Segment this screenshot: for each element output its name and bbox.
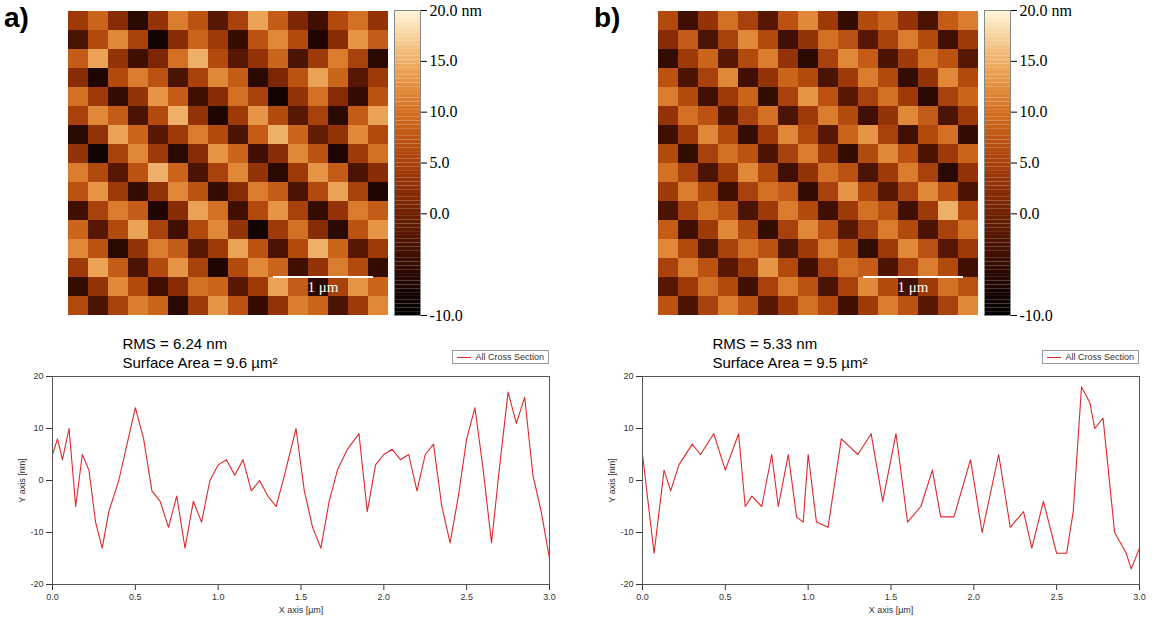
svg-text:0: 0 (38, 475, 43, 485)
svg-text:20.0 nm: 20.0 nm (1020, 2, 1073, 19)
svg-text:3.0: 3.0 (543, 592, 556, 602)
html-text:a): a) (4, 2, 29, 33)
svg-text:0: 0 (628, 475, 633, 485)
svg-text:2.5: 2.5 (1050, 592, 1063, 602)
svg-text:0.0: 0.0 (1020, 205, 1040, 222)
svg-text:1.0: 1.0 (802, 592, 815, 602)
svg-text:2.0: 2.0 (378, 592, 391, 602)
svg-text:1.5: 1.5 (295, 592, 308, 602)
svg-text:10.0: 10.0 (1020, 103, 1048, 120)
svg-text:Surface Area = 9.6 µm²: Surface Area = 9.6 µm² (123, 354, 278, 371)
svg-text:RMS = 6.24 nm: RMS = 6.24 nm (123, 335, 228, 352)
svg-text:20.0 nm: 20.0 nm (430, 2, 483, 19)
svg-text:2.5: 2.5 (460, 592, 473, 602)
svg-text:-20: -20 (620, 579, 633, 589)
svg-text:RMS = 5.33 nm: RMS = 5.33 nm (713, 335, 818, 352)
html-text:All Cross Section: All Cross Section (1065, 352, 1134, 362)
html-text:1 μm: 1 μm (897, 279, 929, 295)
svg-text:Surface Area = 9.5 µm²: Surface Area = 9.5 µm² (713, 354, 868, 371)
svg-text:-10: -10 (620, 527, 633, 537)
svg-text:10: 10 (33, 423, 43, 433)
svg-text:0.0: 0.0 (430, 205, 450, 222)
svg-text:0.5: 0.5 (719, 592, 732, 602)
svg-text:0.0: 0.0 (636, 592, 649, 602)
svg-text:-10.0: -10.0 (430, 307, 463, 324)
svg-text:-20: -20 (30, 579, 43, 589)
svg-text:10: 10 (623, 423, 633, 433)
svg-text:15.0: 15.0 (1020, 52, 1048, 69)
svg-text:X axis [µm]: X axis [µm] (279, 605, 324, 615)
html-text:All Cross Section: All Cross Section (475, 352, 544, 362)
svg-text:Y axis [nm]: Y axis [nm] (17, 458, 27, 502)
svg-text:-10.0: -10.0 (1020, 307, 1053, 324)
svg-text:-10: -10 (30, 527, 43, 537)
svg-text:20: 20 (33, 371, 43, 381)
svg-text:3.0: 3.0 (1133, 592, 1146, 602)
svg-text:2.0: 2.0 (968, 592, 981, 602)
svg-text:1.5: 1.5 (885, 592, 898, 602)
svg-text:5.0: 5.0 (430, 154, 450, 171)
svg-text:20: 20 (623, 371, 633, 381)
svg-text:Y axis [nm]: Y axis [nm] (607, 458, 617, 502)
svg-text:5.0: 5.0 (1020, 154, 1040, 171)
svg-text:15.0: 15.0 (430, 52, 458, 69)
html-text:b): b) (594, 2, 621, 33)
svg-text:0.0: 0.0 (46, 592, 59, 602)
svg-text:1.0: 1.0 (212, 592, 225, 602)
html-text:1 μm: 1 μm (307, 279, 339, 295)
svg-text:0.5: 0.5 (129, 592, 142, 602)
svg-text:X axis [µm]: X axis [µm] (869, 605, 914, 615)
svg-text:10.0: 10.0 (430, 103, 458, 120)
